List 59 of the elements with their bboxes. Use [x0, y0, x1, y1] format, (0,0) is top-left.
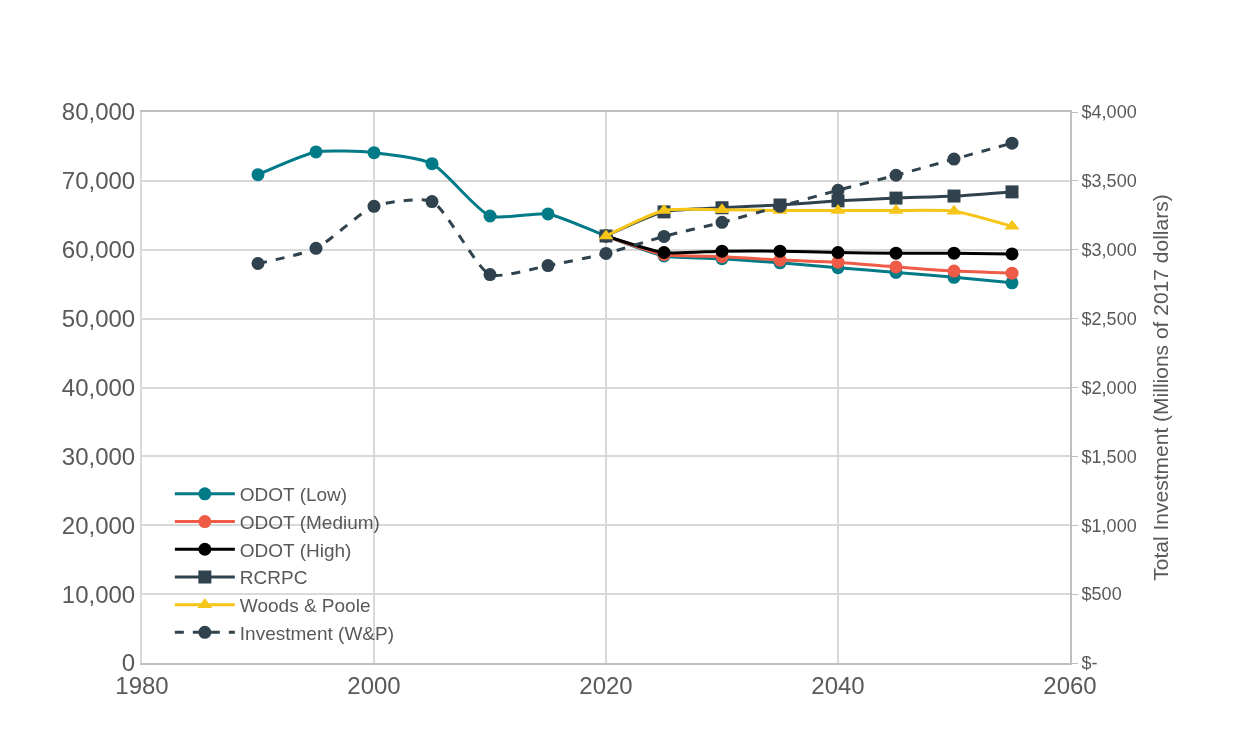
point: [425, 157, 439, 171]
y2-axis-title: Total Investment (Millions of 2017 dollars): [1149, 194, 1173, 581]
y2-tick-label: $3,500: [1081, 171, 1137, 192]
point: [889, 246, 903, 260]
y2-tick-label: $4,000: [1081, 102, 1137, 123]
y2-tick-label: $-: [1081, 653, 1098, 674]
point: [425, 195, 439, 209]
point: [831, 183, 845, 197]
x-tick-label: 2040: [811, 671, 865, 699]
point: [541, 207, 555, 221]
point: [251, 257, 265, 271]
y-tick-label: 50,000: [61, 305, 136, 333]
x-tick-label: 2060: [1043, 671, 1097, 699]
point: [889, 168, 903, 182]
point: [715, 244, 729, 258]
y2-tick-label: $3,000: [1081, 240, 1137, 261]
y2-tick-label: $1,000: [1081, 515, 1137, 536]
legend-label: ODOT (Low): [239, 484, 348, 506]
point: [1005, 136, 1019, 150]
y-tick-label: 40,000: [61, 373, 136, 401]
point: [947, 152, 961, 166]
point: [483, 268, 497, 282]
point: [831, 246, 845, 259]
y-tick-label: 60,000: [61, 236, 136, 264]
legend-label: Investment (W&P): [239, 622, 394, 644]
point: [947, 246, 961, 260]
y2-tick-label: $500: [1081, 584, 1122, 605]
legend-label: ODOT (High): [239, 539, 352, 561]
y-tick-label: 80,000: [61, 98, 136, 126]
point: [657, 229, 671, 243]
point: [947, 189, 961, 203]
y2-tick-label: $1,500: [1081, 446, 1137, 467]
point: [1005, 185, 1019, 199]
point: [367, 199, 381, 213]
point: [889, 191, 903, 205]
point: [309, 241, 323, 255]
x-tick-label: 2020: [579, 671, 633, 699]
point: [483, 209, 497, 223]
point: [889, 260, 903, 274]
y-tick-label: 70,000: [61, 167, 136, 195]
point: [947, 264, 961, 278]
x-tick-label: 2000: [347, 671, 401, 699]
legend-label: ODOT (Medium): [239, 511, 380, 533]
point: [773, 244, 787, 258]
point: [367, 146, 381, 160]
y-tick-label: 10,000: [61, 580, 136, 608]
point: [309, 145, 323, 159]
point: [251, 168, 265, 182]
point: [1005, 247, 1019, 261]
y2-tick-label: $2,000: [1081, 377, 1137, 398]
y2-tick-label: $2,500: [1081, 308, 1137, 329]
point: [1005, 266, 1019, 280]
point: [715, 215, 729, 229]
legend-label: RCRPC: [239, 567, 308, 589]
y-tick-label: 30,000: [61, 442, 136, 470]
point: [599, 246, 613, 260]
y-tick-label: 20,000: [61, 511, 136, 539]
point: [541, 259, 555, 273]
legend-label: Woods & Poole: [239, 595, 371, 617]
